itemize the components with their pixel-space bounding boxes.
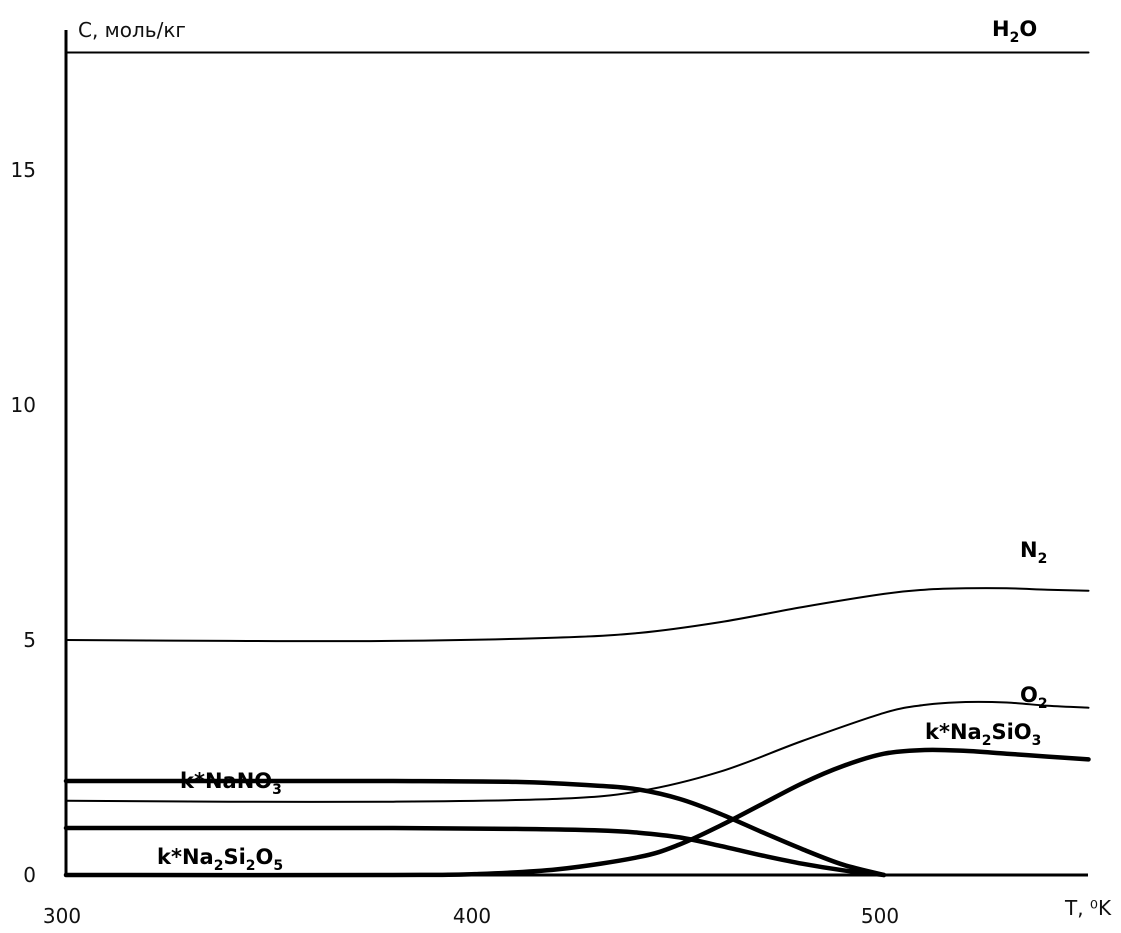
y-axis-title: C, моль/кг [78, 18, 186, 42]
series-line-k-na2si2o5 [63, 825, 887, 878]
series-line-n2 [65, 587, 1090, 643]
series-label-part: 2 [246, 858, 256, 874]
series-label-part: k*Na [925, 720, 982, 744]
series-label-h2o: H2O [992, 17, 1037, 46]
series-label-part: N [1020, 538, 1038, 562]
y-tick-label-10: 10 [11, 393, 36, 417]
series-label-o2: O2 [1020, 683, 1048, 712]
series-label-k-nano3: k*NaNO3 [180, 769, 282, 798]
series-label-n2: N2 [1020, 538, 1047, 567]
series-line-k-nano3 [63, 778, 887, 878]
series-label-part: k*NaNO [180, 769, 272, 793]
series-line-o2 [65, 700, 1090, 803]
y-tick-labels: 0 5 10 15 [11, 158, 36, 887]
series-label-part: 2 [982, 733, 992, 749]
x-tick-label-500: 500 [861, 904, 899, 928]
x-tick-labels: 300 400 500 [43, 904, 899, 928]
series-label-part: SiO [991, 720, 1031, 744]
series-label-part: O [1019, 17, 1037, 41]
series-label-part: 5 [273, 858, 283, 874]
x-axis-title: T, ⁰K [1064, 896, 1112, 920]
series-label-part: k*Na [157, 845, 214, 869]
series-label-part: 2 [1010, 30, 1020, 46]
y-tick-label-15: 15 [11, 158, 36, 182]
y-tick-label-5: 5 [23, 628, 36, 652]
series-label-part: O [1020, 683, 1038, 707]
y-tick-label-0: 0 [23, 863, 36, 887]
series-label-part: 2 [1038, 551, 1048, 567]
series-line-k-na2sio3 [63, 747, 1091, 878]
series-label-k-na2sio3: k*Na2SiO3 [925, 720, 1041, 749]
series-label-part: 3 [272, 782, 282, 798]
series-lines [63, 51, 1091, 878]
series-label-part: O [256, 845, 274, 869]
x-tick-label-300: 300 [43, 904, 81, 928]
series-label-part: 2 [214, 858, 224, 874]
series-label-part: 2 [1038, 696, 1048, 712]
series-label-part: H [992, 17, 1010, 41]
series-label-part: Si [223, 845, 245, 869]
series-label-part: 3 [1032, 733, 1042, 749]
series-label-k-na2si2o5: k*Na2Si2O5 [157, 845, 283, 874]
x-tick-label-400: 400 [453, 904, 491, 928]
